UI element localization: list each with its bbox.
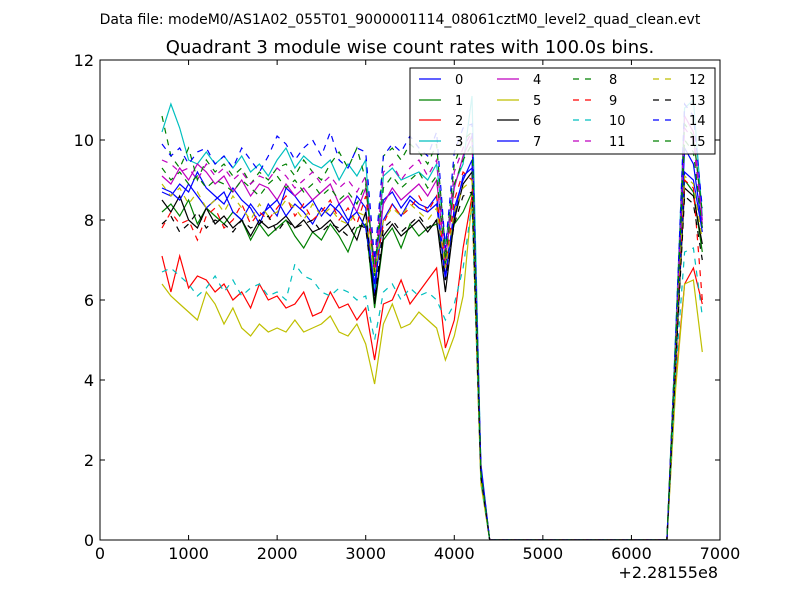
x-tick-label: 6000 [611,544,652,563]
y-tick-label: 4 [84,371,94,390]
legend-label-7: 7 [533,135,541,150]
legend-label-11: 11 [609,135,626,150]
x-tick-label: 2000 [257,544,298,563]
x-axis: 0 1000 2000 3000 4000 5000 6000 7000 [95,60,740,563]
legend-box [409,67,716,155]
legend-label-9: 9 [609,94,617,109]
y-tick-label: 10 [74,131,94,150]
series-line-8 [161,115,703,540]
legend-label-3: 3 [455,135,463,150]
y-tick-label: 12 [74,51,94,70]
series-line-10 [161,203,703,540]
series-line-5 [161,199,703,540]
legend-label-2: 2 [455,114,463,129]
legend-label-1: 1 [455,94,463,109]
legend-label-8: 8 [609,73,617,88]
legend-label-15: 15 [689,135,706,150]
legend-label-5: 5 [533,94,541,109]
series-line-11 [161,126,703,540]
legend-label-10: 10 [609,114,626,129]
series-line-2 [161,195,703,540]
series-line-7 [161,159,703,540]
series-line-15 [161,138,703,540]
x-tick-label: 5000 [522,544,563,563]
y-tick-label: 0 [84,531,94,550]
figure-supertitle: Data file: modeM0/AS1A02_055T01_90000011… [100,12,701,28]
x-tick-label: 4000 [434,544,475,563]
x-tick-label: 3000 [345,544,386,563]
legend-label-13: 13 [689,94,706,109]
legend-label-14: 14 [689,114,706,129]
series-line-12 [161,174,703,540]
series-line-3 [161,95,703,540]
series-layer [161,95,703,540]
x-tick-label: 1000 [168,544,209,563]
legend-label-6: 6 [533,114,541,129]
series-line-14 [161,102,703,540]
series-line-6 [161,170,703,540]
series-line-1 [161,178,703,540]
series-line-4 [161,113,703,540]
series-line-13 [161,191,703,540]
chart-title: Quadrant 3 module wise count rates with … [166,37,655,58]
x-tick-label: 7000 [700,544,741,563]
y-tick-label: 6 [84,291,94,310]
series-line-0 [161,145,703,540]
x-tick-label: 0 [95,544,105,563]
x-offset-label: +2.28155e8 [618,563,718,582]
series-line-9 [161,170,703,540]
y-tick-label: 8 [84,211,94,230]
y-tick-label: 2 [84,451,94,470]
legend-label-12: 12 [689,73,706,88]
legend-label-4: 4 [533,73,541,88]
legend-label-0: 0 [455,73,463,88]
